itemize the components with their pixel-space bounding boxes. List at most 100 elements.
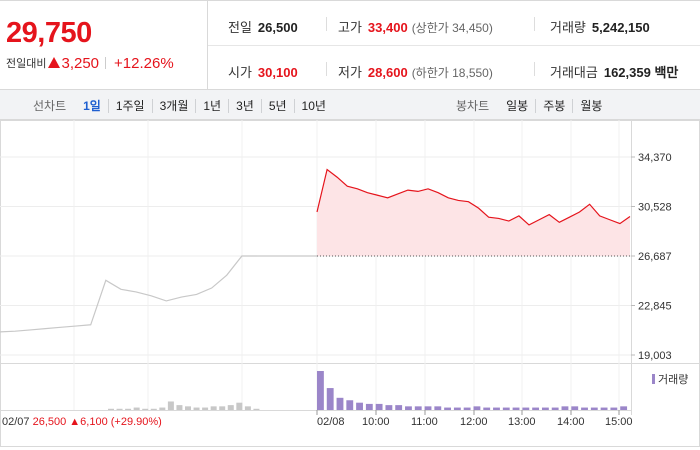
tab-1w[interactable]: 1주일 xyxy=(107,99,152,113)
x-tick-label: 12:00 xyxy=(460,416,488,428)
divider xyxy=(534,62,535,76)
quote-summary: 29,750 전일대비 3,250 +12.26% 전일 26,500 고가 33,40… xyxy=(0,0,700,90)
prev-volume-bar xyxy=(219,406,226,410)
volume-bar xyxy=(610,407,618,410)
y-tick-label: 19,003 xyxy=(638,350,672,362)
prev-day-info: 02/07 26,500 ▲6,100 (+29.90%) xyxy=(2,416,162,428)
volume-bar xyxy=(532,407,540,410)
prev-volume-bar xyxy=(227,405,234,410)
volume-bar xyxy=(600,407,608,410)
volume-legend-swatch xyxy=(652,374,655,384)
x-axis: 02/07 26,500 ▲6,100 (+29.90%) 02/08 10:00 1… xyxy=(2,410,633,428)
volume-bar xyxy=(444,407,452,410)
change-amount: 3,250 xyxy=(61,55,100,72)
candle-chart-title: 봉차트 xyxy=(456,99,490,113)
candle-chart-tabs: 봉차트 일봉 주봉 월봉 xyxy=(456,97,609,114)
prev-volume-bar xyxy=(185,406,191,410)
volume-bar xyxy=(483,407,491,410)
tab-1y[interactable]: 1년 xyxy=(195,99,228,113)
divider xyxy=(326,62,327,76)
prev-volume-bar xyxy=(167,401,174,410)
x-tick-label: 15:00 xyxy=(605,416,633,428)
tab-3y[interactable]: 3년 xyxy=(228,99,261,113)
x-tick-label: 02/08 xyxy=(317,416,345,428)
volume-bar xyxy=(317,371,324,410)
y-tick-label: 22,845 xyxy=(638,301,672,313)
y-tick-label: 26,687 xyxy=(638,251,672,263)
chart-grid xyxy=(0,120,700,447)
stat-prev-close: 전일 26,500 xyxy=(228,20,298,35)
volume-bar xyxy=(493,407,500,410)
prev-volume-bar xyxy=(116,408,123,410)
volume-bar xyxy=(571,406,579,410)
volume-bar xyxy=(453,407,461,410)
x-tick-label: 11:00 xyxy=(411,416,438,428)
volume-legend-label: 거래량 xyxy=(658,373,688,386)
prev-volume-bar xyxy=(193,407,200,410)
prev-volume-bar xyxy=(159,407,166,410)
volume-bar xyxy=(473,406,481,410)
tab-daily[interactable]: 일봉 xyxy=(506,99,529,113)
tab-monthly[interactable]: 월봉 xyxy=(572,99,609,113)
volume-bar xyxy=(356,402,363,410)
line-chart-tabs: 선차트 1일 1주일 3개월 1년 3년 5년 10년 xyxy=(33,97,333,114)
prev-volume-bar xyxy=(236,402,243,410)
stat-low: 저가 28,600 (하한가 18,550) xyxy=(338,65,493,80)
volume-bar xyxy=(385,405,393,410)
volume-bar xyxy=(424,406,432,410)
volume-bar xyxy=(522,407,530,410)
tab-5y[interactable]: 5년 xyxy=(260,99,294,113)
volume-bar xyxy=(502,407,510,410)
volume-bar xyxy=(326,388,334,410)
volume-bar xyxy=(463,407,471,410)
stat-row-1: 전일 26,500 고가 33,400 (상한가 34,450) 거래량 5,242,1… xyxy=(208,1,700,46)
volume-bar xyxy=(395,405,403,410)
volume-bar xyxy=(414,406,422,410)
today-area xyxy=(317,169,630,256)
volume-bar xyxy=(620,406,628,410)
prev-day-line xyxy=(0,255,257,333)
prev-volume-bar xyxy=(202,407,209,410)
stat-trade-value: 거래대금 162,359 백만 xyxy=(550,65,679,80)
today-line xyxy=(316,168,631,226)
prev-volume-bar xyxy=(142,408,149,410)
volume-bar xyxy=(561,406,569,410)
volume-bar xyxy=(512,407,520,410)
tab-1d[interactable]: 1일 xyxy=(83,99,101,113)
tab-weekly[interactable]: 주봉 xyxy=(535,99,572,113)
volume-bar xyxy=(365,403,373,410)
y-tick-label: 34,370 xyxy=(638,152,672,164)
up-triangle-icon xyxy=(48,57,61,68)
chart-period-tabs: 선차트 1일 1주일 3개월 1년 3년 5년 10년 봉차트 일봉 주봉 월봉 xyxy=(0,90,700,120)
x-tick-label: 13:00 xyxy=(508,416,536,428)
prev-volume-bar xyxy=(210,406,217,410)
price-box: 29,750 전일대비 3,250 +12.26% xyxy=(0,1,208,90)
tab-10y[interactable]: 10년 xyxy=(293,99,333,113)
volume-panel xyxy=(108,371,628,410)
price-series xyxy=(0,168,631,333)
prev-volume-bar xyxy=(150,408,157,410)
prev-volume-bar xyxy=(176,405,183,410)
volume-bar xyxy=(590,407,598,410)
prev-volume-bar xyxy=(244,406,251,410)
volume-legend: 거래량 xyxy=(652,373,688,386)
stat-volume: 거래량 5,242,150 xyxy=(550,20,650,35)
change-label: 전일대비 xyxy=(6,58,47,70)
divider xyxy=(326,17,327,31)
y-tick-label: 30,528 xyxy=(638,202,672,214)
price-chart[interactable]: 34,370 30,528 26,687 22,845 19,003 02/07 26,… xyxy=(0,120,700,450)
volume-bar xyxy=(581,407,588,410)
stat-open: 시가 30,100 xyxy=(228,65,298,80)
tab-3m[interactable]: 3개월 xyxy=(151,99,196,113)
volume-bar xyxy=(551,407,559,410)
change-divider xyxy=(105,57,107,69)
x-tick-label: 14:00 xyxy=(557,416,585,428)
prev-volume-bar xyxy=(108,408,114,410)
prev-volume-bar xyxy=(133,407,140,410)
prev-volume-bar xyxy=(125,408,132,410)
current-price: 29,750 xyxy=(6,17,92,49)
volume-bar xyxy=(541,407,549,410)
change-percent: +12.26% xyxy=(114,55,174,72)
y-axis: 34,370 30,528 26,687 22,845 19,003 xyxy=(631,152,672,362)
prev-volume-bar xyxy=(253,408,260,410)
